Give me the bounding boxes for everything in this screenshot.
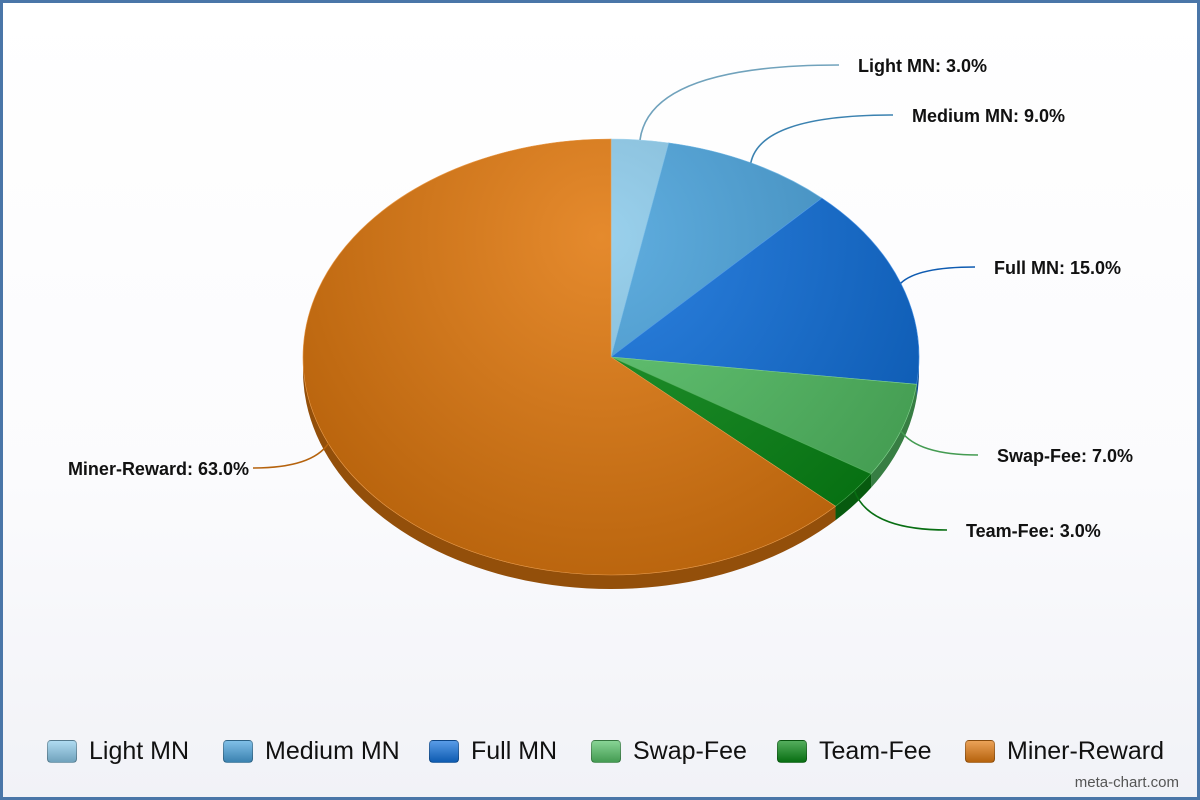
legend-label: Team-Fee — [819, 736, 932, 765]
watermark: meta-chart.com — [1074, 774, 1179, 791]
legend-swatch — [591, 739, 621, 763]
legend-label: Medium MN — [265, 736, 400, 765]
slice-side-swap-fee — [871, 384, 917, 488]
leader-line-full-mn — [900, 266, 976, 284]
legend-item-team-fee[interactable]: Team-Fee — [777, 731, 932, 771]
slice-swap-fee[interactable] — [610, 356, 917, 475]
data-label-medium-mn: Medium MN: 9.0% — [912, 106, 1065, 126]
data-label-full-mn: Full MN: 15.0% — [994, 258, 1121, 278]
legend-item-light-mn[interactable]: Light MN — [47, 731, 189, 771]
legend-label: Swap-Fee — [633, 736, 747, 765]
legend-label: Light MN — [89, 736, 190, 765]
legend-item-miner-reward[interactable]: Miner-Reward — [965, 731, 1164, 771]
legend-item-swap-fee[interactable]: Swap-Fee — [591, 731, 747, 771]
slice-side-team-fee — [835, 473, 872, 521]
legend-swatch — [223, 739, 253, 763]
chart-legend: Light MN Medium MN Full MN Swap-Fee Team-Fee… — [3, 731, 1200, 771]
pie-chart: Light MN: 3.0% Medium MN: 9.0% Full MN: 15… — [68, 56, 1133, 589]
legend-item-medium-mn[interactable]: Medium MN — [223, 731, 400, 771]
legend-swatch — [429, 739, 459, 763]
legend-label: Full MN — [471, 736, 558, 765]
data-label-miner-reward: Miner-Reward: 63.0% — [68, 459, 249, 479]
data-label-swap-fee: Swap-Fee: 7.0% — [997, 446, 1133, 466]
legend-item-full-mn[interactable]: Full MN — [429, 731, 557, 771]
leader-line-light-mn — [639, 64, 840, 141]
legend-swatch — [777, 739, 807, 763]
data-label-team-fee: Team-Fee: 3.0% — [966, 521, 1101, 541]
leader-line-team-fee — [853, 490, 948, 531]
data-label-light-mn: Light MN: 3.0% — [858, 56, 987, 76]
legend-label: Miner-Reward — [1007, 736, 1164, 765]
leader-line-miner-reward — [252, 443, 329, 469]
leader-line-swap-fee — [900, 430, 979, 456]
legend-swatch — [47, 739, 77, 763]
slice-full-mn[interactable] — [610, 197, 920, 385]
legend-swatch — [965, 739, 995, 763]
leader-line-medium-mn — [750, 114, 894, 163]
